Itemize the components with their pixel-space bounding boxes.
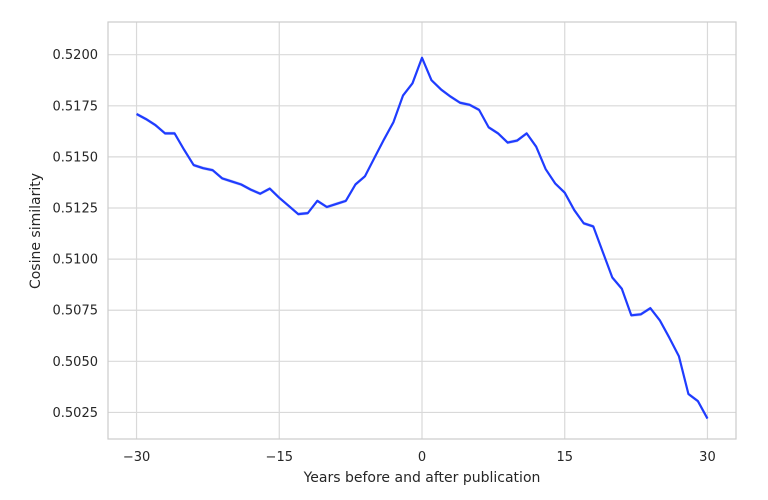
- x-tick-label: −15: [266, 450, 293, 465]
- x-tick-label: 15: [556, 450, 573, 465]
- y-tick-label: 0.5175: [53, 99, 99, 114]
- series-line: [136, 56, 709, 420]
- y-tick-label: 0.5150: [53, 150, 99, 165]
- x-tick-label: −30: [123, 450, 150, 465]
- y-tick-label: 0.5125: [53, 202, 99, 217]
- x-tick-label: 0: [418, 450, 426, 465]
- grid: [108, 22, 736, 439]
- y-tick-label: 0.5050: [53, 355, 99, 370]
- x-axis-label: Years before and after publication: [303, 470, 541, 486]
- x-tick-labels: −30 −15 0 15 30: [123, 450, 716, 465]
- y-tick-label: 0.5025: [53, 406, 99, 421]
- y-axis-label: Cosine similarity: [28, 173, 44, 289]
- y-tick-label: 0.5200: [53, 48, 99, 63]
- y-tick-label: 0.5075: [53, 304, 99, 319]
- plot-frame: [107, 21, 737, 440]
- x-tick-label: 30: [699, 450, 716, 465]
- y-tick-labels: 0.5025 0.5050 0.5075 0.5100 0.5125 0.5150 0.51…: [53, 48, 99, 421]
- series-line-layer: [136, 56, 709, 420]
- y-tick-label: 0.5100: [53, 253, 99, 268]
